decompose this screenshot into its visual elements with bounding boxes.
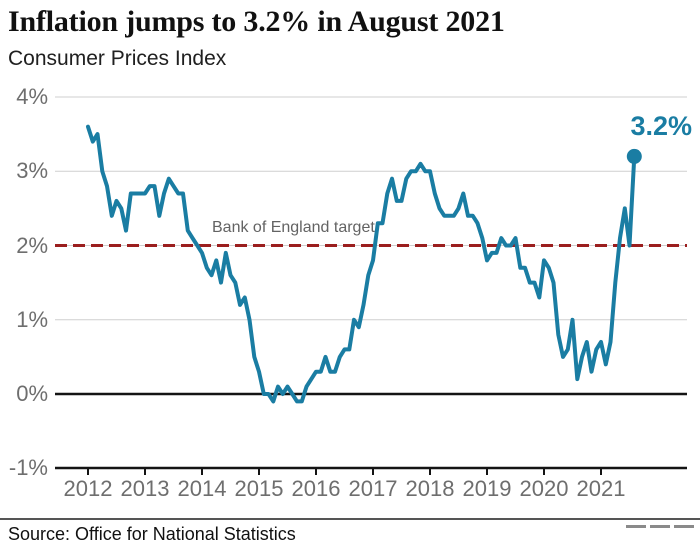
y-axis-labels: 4% 3% 2% 1% 0% -1% (0, 0, 48, 547)
source-attribution: Source: Office for National Statistics (8, 524, 296, 544)
x-tick-label-2017: 2017 (348, 476, 398, 501)
page-title: Inflation jumps to 3.2% in August 2021 (8, 5, 505, 38)
x-tick-label-2014: 2014 (177, 476, 227, 501)
cpi-data-line (86, 124, 637, 404)
x-tick-label-2012: 2012 (63, 476, 113, 501)
logo-dash-3 (674, 525, 694, 528)
latest-value-dot (626, 148, 642, 164)
y-tick-label--1%: -1% (8, 455, 48, 481)
y-tick-label-2%: 2% (16, 232, 48, 258)
bbc-logo-placeholder-dashes (626, 525, 698, 543)
gridlines-group (55, 96, 687, 396)
y-tick-label-4%: 4% (16, 84, 48, 109)
boe-target-label: Bank of England target (212, 219, 375, 236)
x-tick-label-2021: 2021 (576, 476, 626, 501)
y-tick-label-3%: 3% (16, 158, 48, 184)
x-tick-label-2013: 2013 (120, 476, 170, 501)
x-tick-label-2020: 2020 (519, 476, 569, 501)
page-subtitle: Consumer Prices Index (8, 47, 227, 70)
y-tick-label-1%: 1% (16, 306, 48, 332)
logo-dash-2 (650, 525, 670, 528)
x-tick-label-2019: 2019 (462, 476, 512, 501)
x-tick-label-2018: 2018 (405, 476, 455, 501)
y-tick-label-0%: 0% (16, 381, 48, 406)
footer-divider (0, 518, 700, 520)
latest-value-label: 3.2% (630, 111, 692, 141)
x-axis-group (55, 466, 687, 475)
x-tick-label-2015: 2015 (234, 476, 284, 501)
x-tick-label-2016: 2016 (291, 476, 341, 501)
logo-dash-1 (626, 525, 646, 528)
